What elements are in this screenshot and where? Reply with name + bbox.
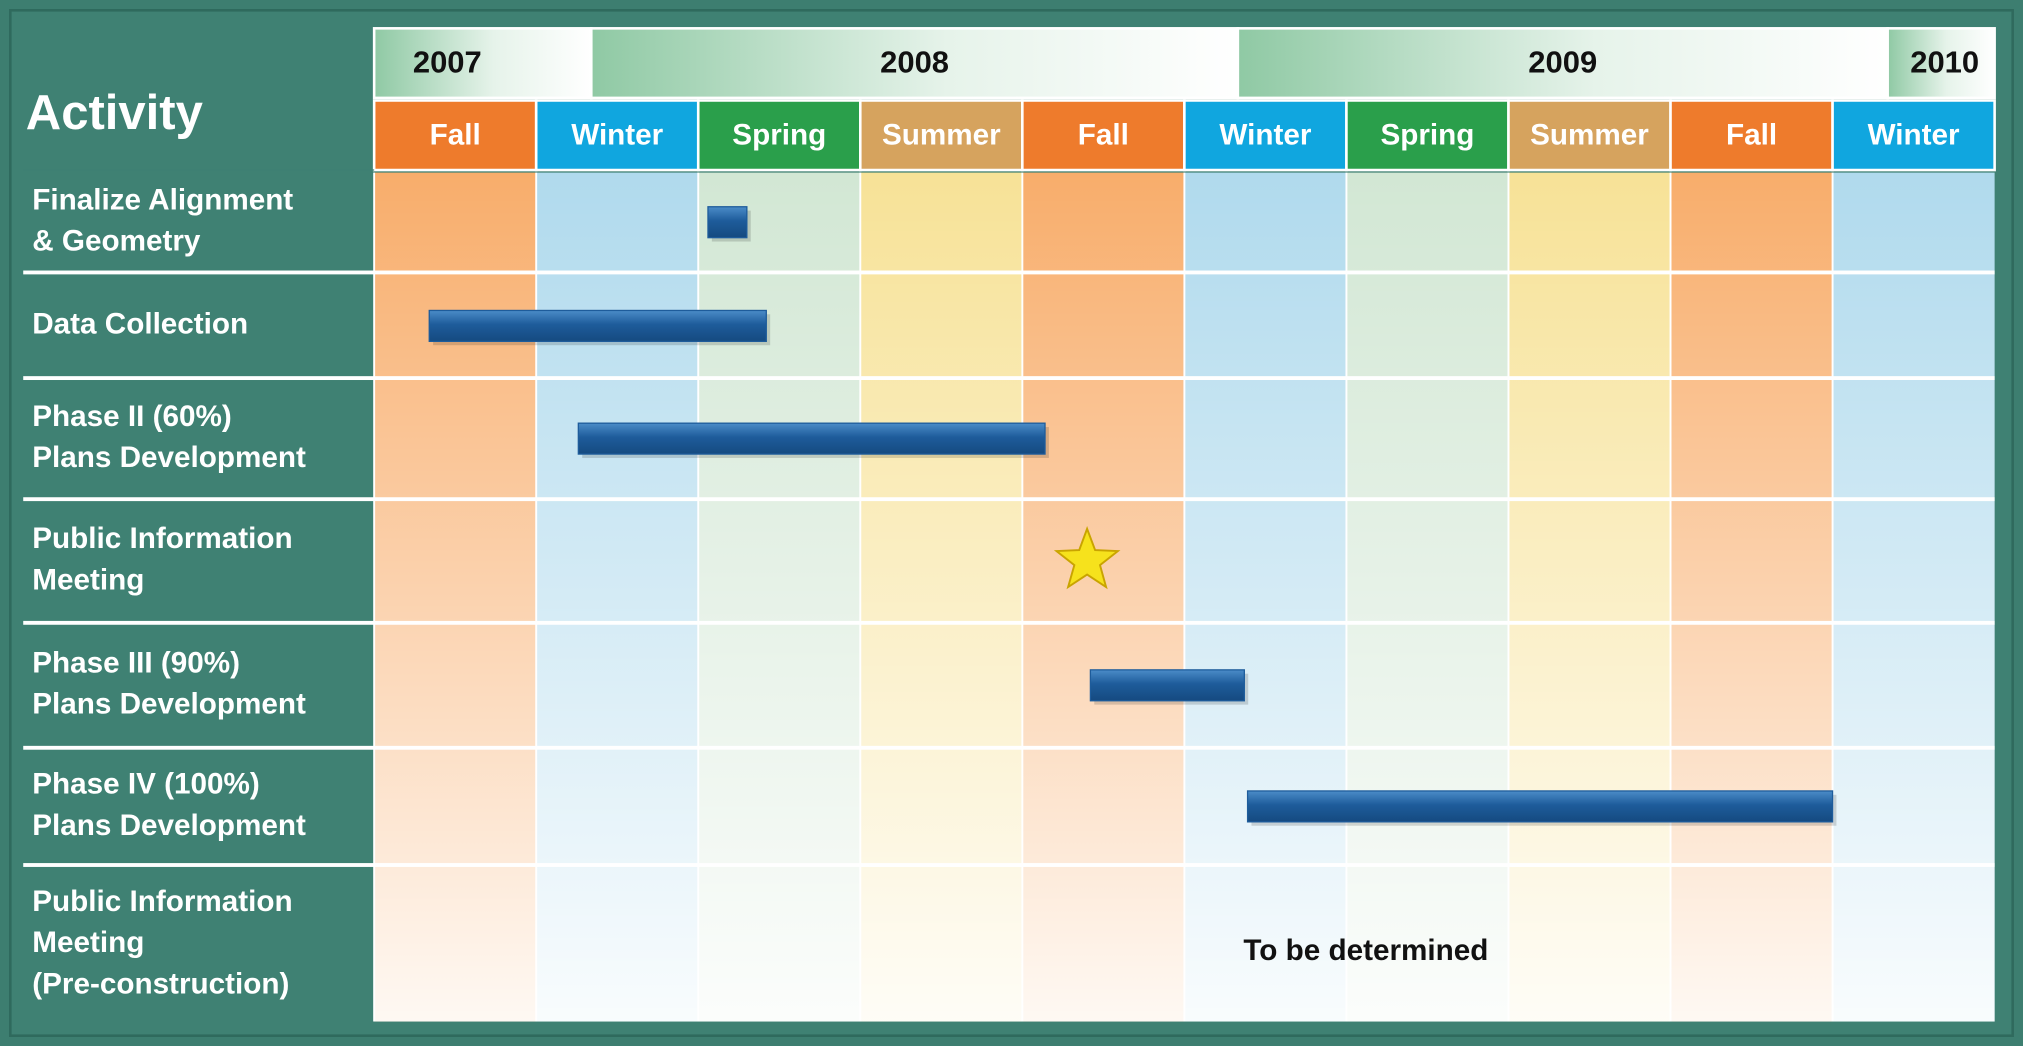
row-divider bbox=[23, 376, 1995, 381]
row-divider bbox=[23, 745, 1995, 750]
row-divider bbox=[23, 620, 1995, 625]
season-label: Fall bbox=[1726, 118, 1777, 151]
activity-label: Public Information bbox=[32, 885, 292, 918]
activity-label: Plans Development bbox=[32, 809, 306, 842]
row-divider bbox=[23, 863, 1995, 867]
activity-bar bbox=[577, 422, 1046, 455]
activity-label: Public Information bbox=[32, 522, 292, 555]
activity-label: Phase IV (100%) bbox=[32, 768, 260, 801]
activity-label: Phase II (60%) bbox=[32, 400, 231, 433]
season-header bbox=[1345, 99, 1510, 172]
year-cell bbox=[590, 27, 1240, 100]
activity-bar bbox=[707, 206, 748, 239]
activity-label: Finalize Alignment bbox=[32, 183, 293, 216]
year-label: 2009 bbox=[1528, 45, 1597, 80]
milestone-star bbox=[1053, 526, 1121, 590]
season-label: Summer bbox=[1530, 118, 1649, 151]
chart-title: Activity bbox=[26, 86, 203, 140]
row-divider bbox=[23, 497, 1995, 502]
activity-label: Plans Development bbox=[32, 688, 306, 721]
season-label: Fall bbox=[430, 118, 481, 151]
activity-label: Phase III (90%) bbox=[32, 647, 240, 680]
year-label: 2008 bbox=[880, 45, 949, 80]
season-label: Fall bbox=[1078, 118, 1129, 151]
year-label: 2010 bbox=[1910, 45, 1979, 80]
fade-overlay bbox=[374, 172, 1995, 1022]
season-header bbox=[372, 99, 538, 172]
activity-label: Meeting bbox=[32, 563, 144, 596]
season-label: Spring bbox=[732, 118, 826, 151]
season-header bbox=[1183, 99, 1348, 172]
season-label: Summer bbox=[882, 118, 1001, 151]
year-cell bbox=[1886, 27, 1996, 100]
activity-label: (Pre-construction) bbox=[32, 967, 289, 1000]
year-label: 2007 bbox=[413, 45, 482, 80]
season-header bbox=[696, 99, 862, 172]
season-label: Winter bbox=[571, 118, 663, 151]
activity-label: Plans Development bbox=[32, 441, 306, 474]
activity-note: To be determined bbox=[1243, 934, 1488, 967]
activity-bar bbox=[1089, 669, 1245, 702]
activity-label: & Geometry bbox=[32, 225, 201, 258]
season-label: Winter bbox=[1868, 118, 1960, 151]
season-header bbox=[534, 99, 700, 172]
row-divider bbox=[23, 270, 1995, 275]
activity-bar bbox=[1246, 790, 1834, 823]
activity-label: Meeting bbox=[32, 926, 144, 959]
year-cell bbox=[372, 27, 593, 100]
activity-bar bbox=[428, 309, 767, 343]
year-cell bbox=[1236, 27, 1889, 100]
season-header bbox=[1831, 99, 1996, 172]
activity-label: Data Collection bbox=[32, 308, 248, 341]
season-label: Spring bbox=[1380, 118, 1474, 151]
season-header bbox=[1021, 99, 1186, 172]
season-label: Winter bbox=[1219, 118, 1311, 151]
